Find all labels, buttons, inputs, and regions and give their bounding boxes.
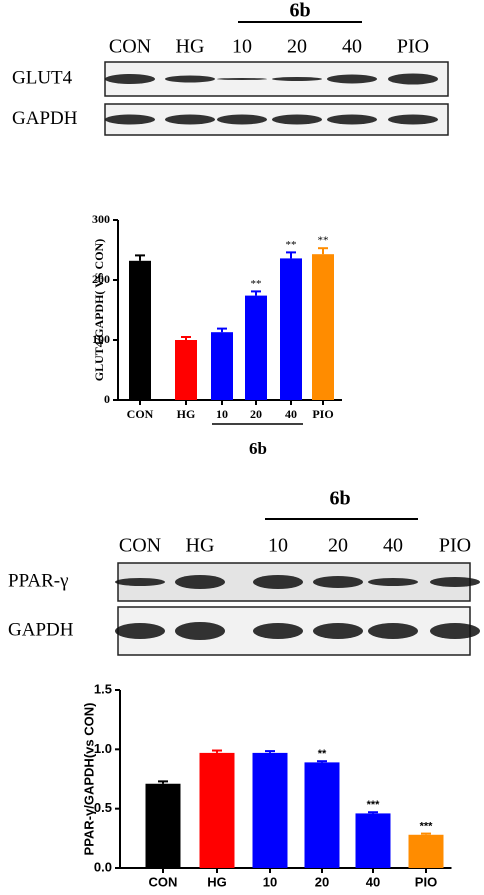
significance-label: *** [367,799,381,811]
bar [355,813,391,868]
band [105,114,155,125]
y-tick-label: 0 [104,392,110,406]
x-tick-label: PIO [415,874,437,889]
bar [211,332,233,400]
band [175,575,225,589]
band [430,577,480,587]
row-label: GAPDH [12,108,78,129]
group-label: 6b [249,439,267,458]
y-tick-label: 300 [92,212,110,226]
band [115,623,165,639]
x-tick-label: HG [177,407,196,421]
band [368,578,418,586]
x-tick-label: 10 [263,874,277,889]
y-tick-label: 100 [92,332,110,346]
bar [175,340,197,400]
x-tick-label: 20 [250,407,262,421]
x-tick-label: CON [149,874,178,889]
significance-label: ### [208,740,226,752]
bar [312,254,334,400]
y-tick-label: 0.5 [94,800,112,815]
band [175,622,225,640]
row-label: PPAR-γ [8,570,69,591]
band [115,578,165,586]
x-tick-label: 40 [285,407,297,421]
band [272,114,322,125]
band [165,114,215,125]
band [388,73,438,85]
band [253,623,303,639]
row-label: GLUT4 [12,67,73,88]
y-tick-label: 1.5 [94,681,112,696]
lane-label: HG [176,36,205,58]
band [313,576,363,588]
band [430,623,480,639]
bar [280,258,302,400]
lane-label: 20 [287,36,307,58]
band [272,77,322,81]
bar [245,295,267,400]
significance-label: ** [318,748,327,760]
significance-label: ** [251,278,262,290]
y-tick-label: 1.0 [94,741,112,756]
significance-label: ## [181,327,193,339]
band [327,114,377,125]
lane-label: 20 [328,535,348,557]
lane-label: CON [109,36,151,58]
bar [199,752,235,868]
band [165,75,215,83]
x-tick-label: 20 [315,874,329,889]
y-tick-label: 200 [92,272,110,286]
band [313,623,363,639]
band [368,623,418,639]
band [327,74,377,84]
group-label: 6b [289,0,310,22]
lane-label: 10 [232,36,252,58]
bar [129,260,151,400]
lane-label: HG [186,535,215,557]
bar [252,752,288,868]
lane-label: 10 [268,535,288,557]
x-tick-label: PIO [312,407,333,421]
x-tick-label: 40 [366,874,380,889]
x-tick-label: CON [127,407,154,421]
bar [145,783,181,868]
lane-label: 40 [383,535,403,557]
significance-label: *** [420,820,434,832]
lane-label: PIO [397,36,429,58]
lane-label: 40 [342,36,362,58]
row-label: GAPDH [8,619,74,640]
lane-label: PIO [439,535,471,557]
bar [304,762,340,868]
band [217,78,267,80]
lane-label: CON [119,535,161,557]
x-tick-label: HG [207,874,227,889]
significance-label: ** [318,235,329,247]
band [388,114,438,125]
y-axis-label: GLUT4/GAPDH( VS CON) [92,239,106,381]
band [253,575,303,589]
significance-label: ** [286,239,297,251]
y-tick-label: 0.0 [94,859,112,874]
band [217,114,267,125]
x-tick-label: 10 [216,407,228,421]
group-label: 6b [329,488,350,510]
y-axis-label: PPAR-γ/GAPDH(vs CON) [81,703,96,856]
bar [408,834,444,868]
band [105,74,155,84]
